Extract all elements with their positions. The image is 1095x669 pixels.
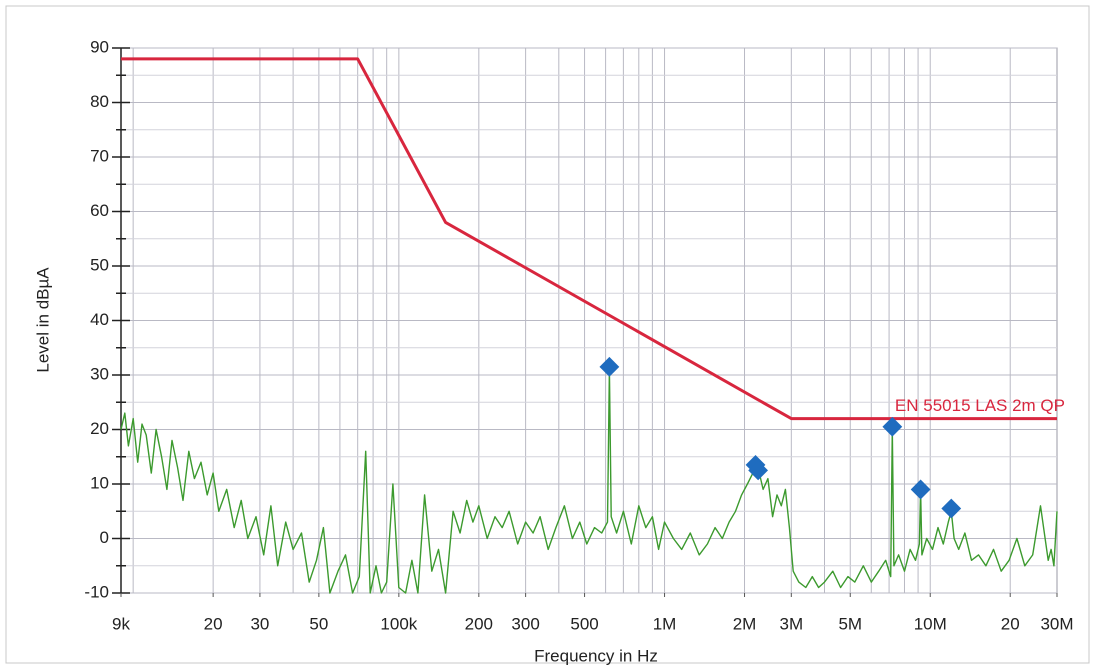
x-tick-label: 20 [1001,614,1020,633]
x-tick-label: 3M [779,614,803,633]
x-tick-label: 30M [1040,614,1073,633]
y-tick-label: -10 [84,582,109,601]
y-tick-label: 60 [90,201,109,220]
marker [910,479,931,500]
y-axis-label: Level in dBµA [33,267,52,373]
x-tick-label: 100k [380,614,417,633]
marker [599,356,620,377]
grid [112,47,1058,597]
x-tick-label: 500 [570,614,598,633]
x-tick-label: 30 [250,614,269,633]
marker [941,498,962,519]
limit-label: EN 55015 LAS 2m QP [895,396,1065,415]
x-tick-label: 5M [838,614,862,633]
x-tick-label: 50 [309,614,328,633]
x-tick-label: 10M [914,614,947,633]
y-tick-label: 30 [90,364,109,383]
x-tick-label: 300 [511,614,539,633]
y-tick-label: 90 [90,37,109,56]
y-tick-label: 10 [90,473,109,492]
marks [120,57,1058,594]
marker [748,460,769,481]
x-tick-label: 1M [653,614,677,633]
x-tick-label: 2M [733,614,757,633]
y-tick-label: 50 [90,255,109,274]
series-line [121,57,1057,421]
y-tick-label: 20 [90,419,109,438]
x-tick-label: 20 [204,614,223,633]
y-tick-label: 80 [90,92,109,111]
y-tick-label: 40 [90,310,109,329]
x-tick-label: 9k [112,614,130,633]
y-tick-label: 0 [100,528,109,547]
frame [5,5,1090,664]
x-axis-label: Frequency in Hz [534,646,658,665]
series-line [120,368,1058,594]
x-tick-label: 200 [465,614,493,633]
y-tick-label: 70 [90,146,109,165]
marker [882,416,903,437]
